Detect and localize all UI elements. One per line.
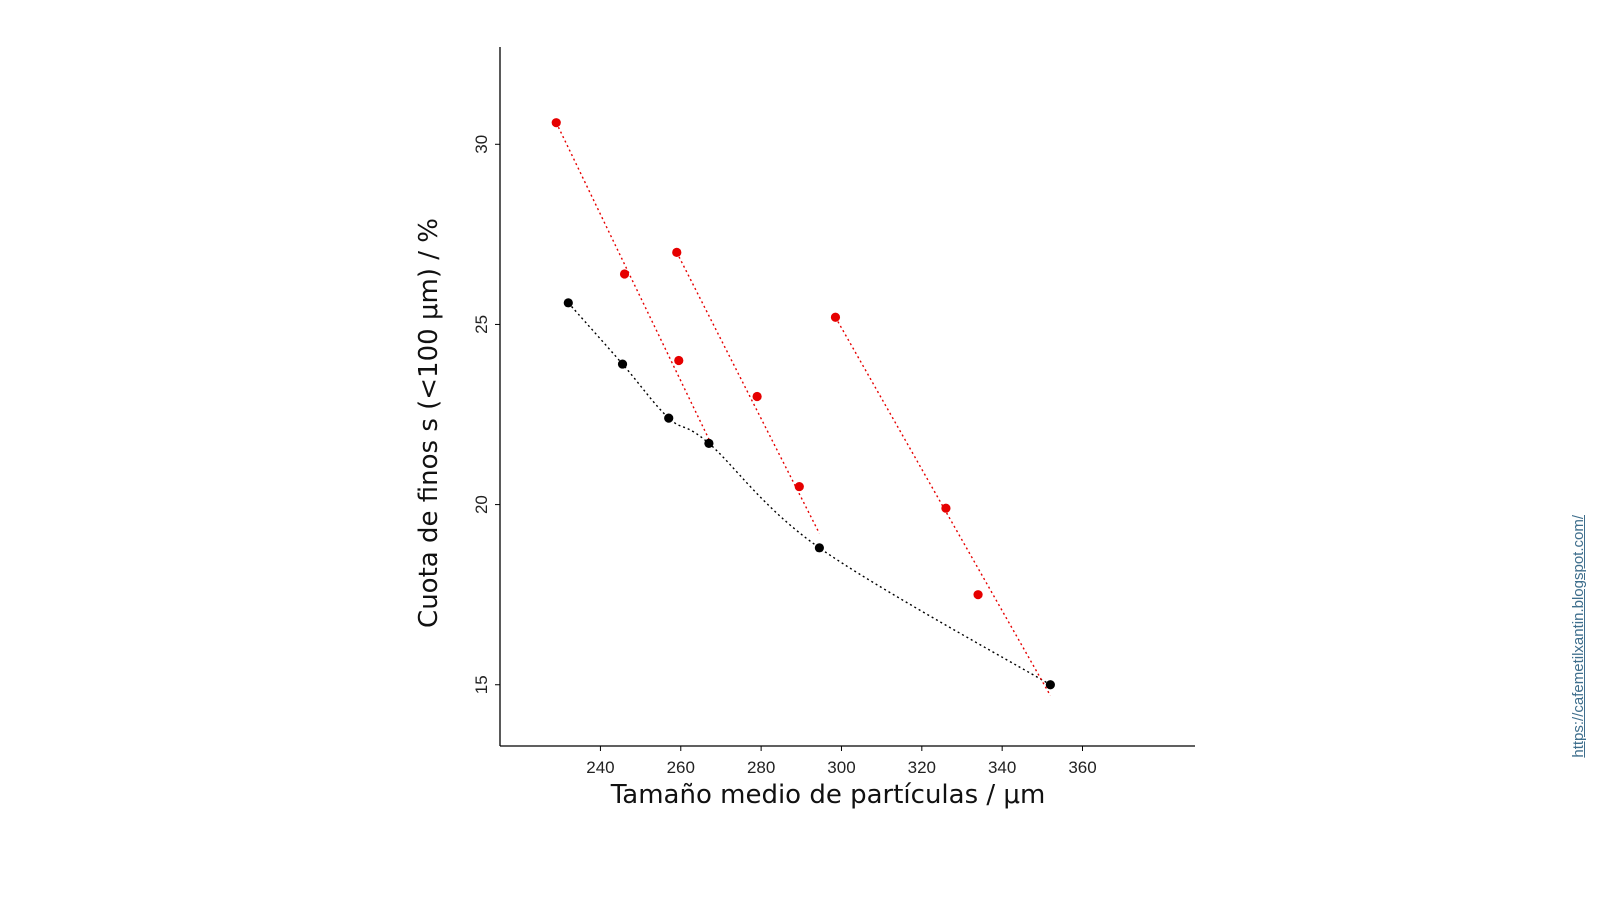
series-1-point [551, 118, 561, 128]
y-tick-label: 25 [472, 315, 491, 334]
x-tick-label: 280 [747, 758, 775, 777]
series-0-point [814, 543, 824, 553]
series-0-point [1045, 680, 1055, 690]
series-0-point [704, 438, 714, 448]
y-axis-title: Cuota de finos s (<100 μm) / % [414, 218, 444, 628]
series-3-point [973, 590, 983, 600]
series-2-point [752, 391, 762, 402]
axes [499, 47, 1195, 747]
x-tick-label: 340 [988, 758, 1016, 777]
x-tick-label: 320 [908, 758, 936, 777]
x-tick-label: 260 [667, 758, 695, 777]
series-2-point [672, 247, 682, 257]
series-lines [555, 122, 1051, 696]
x-tick-label: 300 [827, 758, 855, 777]
x-axis-title: Tamaño medio de partículas / μm [610, 780, 1046, 810]
x-ticks: 240 260 280 300 320 340 360 [586, 746, 1097, 777]
series-0-line [567, 302, 1051, 686]
y-tick-label: 20 [472, 495, 491, 514]
series-2-line [676, 252, 821, 534]
watermark-link[interactable]: https://cafemetilxantin.blogspot.com/ [1570, 515, 1587, 758]
series-2-point [794, 481, 804, 492]
series-3-point [830, 312, 841, 322]
x-tick-label: 240 [586, 758, 614, 777]
series-1-point [619, 269, 630, 279]
series-1-point [674, 355, 684, 366]
series-1-line [555, 122, 712, 444]
series-0-point [617, 359, 628, 369]
y-ticks: 15 20 25 30 [472, 135, 500, 694]
data-points [551, 118, 1055, 690]
x-tick-label: 360 [1068, 758, 1096, 777]
y-tick-label: 15 [472, 675, 491, 694]
series-3-point [941, 503, 951, 513]
series-0-point [563, 298, 573, 308]
series-0-point [664, 413, 674, 423]
y-tick-label: 30 [472, 135, 491, 154]
